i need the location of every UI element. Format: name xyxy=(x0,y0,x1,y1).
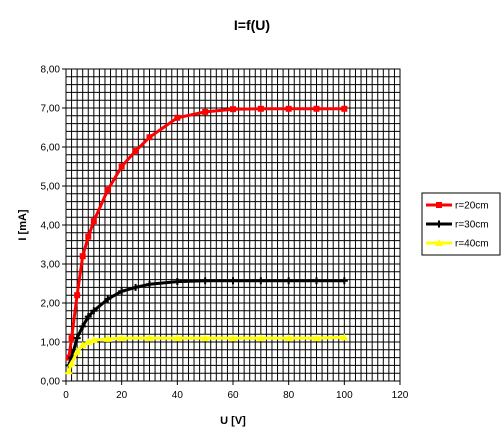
y-tick-label: 1,00 xyxy=(41,338,61,349)
y-tick-label: 0,00 xyxy=(41,377,61,388)
data-point-triangle xyxy=(73,347,82,355)
data-point-triangle xyxy=(64,367,73,375)
x-tick-label: 80 xyxy=(283,390,295,401)
data-point-square xyxy=(104,186,111,193)
legend-label: r=40cm xyxy=(455,239,489,250)
data-point-triangle xyxy=(435,239,443,246)
data-point-square xyxy=(202,108,209,115)
data-point-triangle xyxy=(284,334,293,342)
y-tick-label: 5,00 xyxy=(41,182,61,193)
data-point-plus xyxy=(285,277,293,285)
series-r=40cm xyxy=(64,333,349,375)
x-tick-label: 60 xyxy=(227,390,239,401)
data-point-plus xyxy=(229,277,237,285)
x-tick-label: 0 xyxy=(63,390,69,401)
y-tick-label: 2,00 xyxy=(41,299,61,310)
series-r=30cm xyxy=(65,277,348,369)
data-point-square xyxy=(313,105,320,112)
data-point-square xyxy=(230,106,236,113)
x-tick-label: 100 xyxy=(336,390,353,401)
data-point-plus xyxy=(73,334,81,342)
legend-item: r=20cm xyxy=(426,201,489,212)
data-point-square xyxy=(436,202,442,208)
series-layer xyxy=(64,105,349,375)
data-point-square xyxy=(257,105,264,112)
data-point-square xyxy=(132,147,139,154)
legend-item: r=30cm xyxy=(426,220,489,231)
data-point-triangle xyxy=(340,333,349,341)
data-point-triangle xyxy=(67,359,76,367)
data-point-triangle xyxy=(78,341,87,349)
series-r=20cm xyxy=(65,105,348,361)
x-tick-label: 40 xyxy=(172,390,184,401)
data-point-plus xyxy=(313,277,320,285)
data-point-plus xyxy=(435,220,443,228)
x-axis-label: U [V] xyxy=(220,415,246,427)
y-tick-label: 7,00 xyxy=(41,104,61,115)
legend-label: r=20cm xyxy=(455,201,489,212)
x-tick-label: 20 xyxy=(116,390,128,401)
x-tick-label: 120 xyxy=(392,390,409,401)
data-point-square xyxy=(118,163,125,170)
data-point-plus xyxy=(79,322,87,330)
data-point-square xyxy=(68,335,75,342)
y-tick-label: 8,00 xyxy=(41,65,61,76)
y-tick-label: 4,00 xyxy=(41,221,61,232)
data-point-triangle xyxy=(173,334,182,342)
chart-title: I=f(U) xyxy=(234,17,270,33)
data-point-square xyxy=(90,218,97,225)
data-point-triangle xyxy=(84,338,93,345)
data-point-plus xyxy=(146,280,153,288)
data-point-triangle xyxy=(103,334,112,342)
data-point-triangle xyxy=(256,334,265,342)
data-point-triangle xyxy=(145,334,154,342)
data-point-triangle xyxy=(117,334,126,342)
data-point-plus xyxy=(201,277,209,285)
data-point-plus xyxy=(104,295,112,303)
data-point-square xyxy=(74,292,81,299)
legend-box xyxy=(421,192,501,256)
legend-item: r=40cm xyxy=(426,239,489,250)
x-axis-ticks: 0 20 40 60 80 100 120 xyxy=(63,381,409,401)
data-point-plus xyxy=(340,277,348,285)
data-point-plus xyxy=(173,278,181,286)
data-point-triangle xyxy=(89,336,98,344)
y-axis-label: I [mA] xyxy=(17,209,29,241)
data-point-triangle xyxy=(312,334,321,342)
data-point-plus xyxy=(132,283,140,291)
data-point-square xyxy=(146,134,153,141)
data-point-triangle xyxy=(229,334,237,342)
data-point-plus xyxy=(84,313,92,321)
data-point-square xyxy=(79,253,86,260)
y-tick-label: 3,00 xyxy=(41,260,61,271)
data-point-plus xyxy=(90,307,98,315)
y-axis-ticks: 0,00 1,00 2,00 3,00 4,00 5,00 6,00 7,00 8,00 xyxy=(41,65,66,388)
data-point-square xyxy=(285,105,292,112)
data-point-triangle xyxy=(201,334,210,342)
data-point-plus xyxy=(257,277,265,285)
legend: r=20cm r=30cm r=40cm xyxy=(421,192,501,256)
series-line xyxy=(67,335,345,372)
data-point-plus xyxy=(118,287,126,295)
legend-label: r=30cm xyxy=(455,220,489,231)
legend-items: r=20cm r=30cm r=40cm xyxy=(426,201,489,250)
y-tick-label: 6,00 xyxy=(41,143,61,154)
data-point-square xyxy=(341,105,348,112)
data-point-square xyxy=(174,114,181,121)
data-point-square xyxy=(85,233,92,240)
